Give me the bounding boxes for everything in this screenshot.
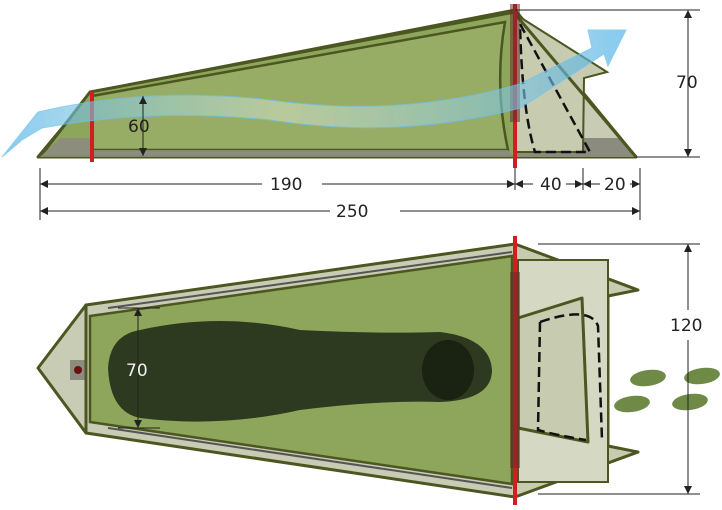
door-dashed: [539, 313, 604, 441]
dim-inner-length: 190: [270, 175, 302, 195]
dim-inner-width: 70: [126, 361, 148, 381]
door-panel: [516, 296, 590, 444]
footprints: [614, 367, 720, 413]
vestibule-edge: [513, 13, 638, 158]
dim-vestibule-length: 40: [540, 175, 562, 195]
sleeping-bag: [108, 321, 492, 422]
top-ridge-line-2: [107, 427, 513, 489]
side-view: 60 70 190 40 20 250: [1, 4, 700, 222]
dim-total-width: 120: [670, 316, 702, 336]
dim-inner-height: 60: [128, 117, 150, 137]
dim-vestibule-tip: 20: [604, 175, 626, 195]
side-floor: [40, 138, 515, 157]
top-pole-sleeve: [510, 272, 520, 468]
sleeping-bag-hood: [422, 340, 474, 400]
pole-sleeve: [510, 4, 520, 122]
dim-total-height: 70: [676, 73, 698, 93]
top-view: 70 120: [36, 236, 720, 505]
top-ridge-line: [107, 251, 513, 309]
rear-stake: [74, 366, 82, 374]
door-outline: [518, 23, 593, 154]
door-dashed-2: [536, 321, 587, 442]
side-inner-tent: [90, 20, 510, 152]
airflow-arrow: [1, 29, 627, 158]
dim-total-length: 250: [336, 202, 368, 222]
